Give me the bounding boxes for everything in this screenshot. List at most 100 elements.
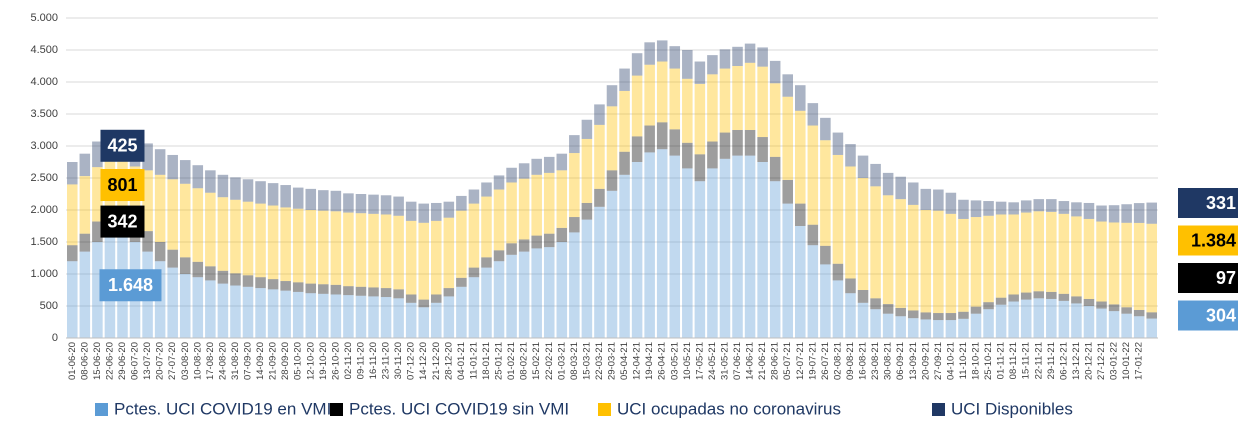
bar-segment: [832, 263, 844, 281]
bar-segment: [845, 166, 856, 279]
bar-segment: [870, 309, 881, 338]
x-tick-label: 13-09-21: [908, 342, 919, 380]
bar-segment: [995, 297, 1007, 305]
bar-segment: [230, 199, 241, 274]
bar-segment: [154, 174, 166, 242]
bar-segment: [669, 155, 681, 338]
bar-segment: [945, 213, 957, 314]
bar-segment: [531, 174, 542, 236]
y-tick-label: 2.500: [30, 172, 58, 184]
bar-segment: [280, 185, 291, 208]
bar-segment: [895, 307, 906, 317]
x-tick-label: 27-12-21: [1096, 342, 1107, 380]
bar-segment: [280, 281, 291, 291]
bar-segment: [255, 181, 266, 204]
bar-segment: [205, 266, 216, 281]
bar-segment: [393, 289, 404, 299]
bar-segment: [795, 203, 806, 226]
bar-segment: [820, 140, 831, 246]
x-tick-label: 19-04-21: [644, 342, 655, 380]
bar-segment: [368, 213, 379, 288]
bar-segment: [1058, 300, 1070, 338]
x-tick-label: 17-05-21: [694, 342, 705, 380]
x-tick-label: 08-02-21: [519, 342, 530, 380]
bar-segment: [292, 291, 304, 338]
bar-segment: [707, 55, 718, 75]
bar-segment: [1033, 199, 1045, 212]
bar-segment: [857, 155, 869, 178]
x-tick-label: 30-11-20: [393, 342, 404, 379]
bar-segment: [531, 248, 542, 338]
bar-segment: [79, 176, 91, 234]
bar-segment: [242, 275, 254, 287]
x-tick-label: 01-06-20: [67, 342, 78, 380]
bar-segment: [782, 203, 793, 338]
bar-segment: [1108, 205, 1120, 223]
bar-segment: [644, 64, 655, 126]
x-tick-label: 12-10-20: [305, 342, 316, 380]
bar-segment: [581, 219, 593, 338]
bar-segment: [1058, 293, 1070, 301]
bar-segment: [744, 62, 756, 130]
bar-segment: [205, 192, 216, 267]
bar-segment: [958, 311, 969, 319]
bar-segment: [1058, 213, 1070, 294]
bar-segment: [192, 188, 204, 262]
y-tick-label: 5.000: [30, 12, 58, 24]
x-tick-label: 27-09-21: [933, 342, 944, 380]
x-tick-label: 02-08-21: [832, 342, 843, 380]
callout-label: 1.384: [1191, 230, 1236, 250]
y-tick-label: 0: [52, 332, 58, 344]
bar-segment: [242, 179, 254, 202]
x-tick-label: 18-01-21: [481, 342, 492, 380]
bar-segment: [832, 132, 844, 155]
bar-segment: [1071, 303, 1082, 338]
bar-segment: [983, 215, 994, 303]
bar-segment: [230, 177, 241, 200]
bar-segment: [217, 283, 229, 338]
callout-label: 304: [1206, 305, 1236, 325]
bar-segment: [1020, 299, 1032, 338]
x-tick-label: 07-06-21: [732, 342, 743, 380]
bar-segment: [1121, 307, 1132, 314]
bar-segment: [832, 280, 844, 338]
bar-segment: [619, 151, 630, 175]
bar-segment: [782, 179, 793, 204]
bar-segment: [782, 74, 793, 97]
bar-segment: [380, 297, 392, 338]
x-tick-label: 24-08-20: [217, 342, 228, 380]
bar-segment: [1096, 221, 1107, 302]
bar-segment: [1046, 211, 1057, 292]
y-tick-label: 2.000: [30, 204, 58, 216]
bar-segment: [644, 125, 655, 153]
bar-segment: [418, 307, 429, 338]
x-tick-label: 03-05-21: [669, 342, 680, 380]
bar-segment: [393, 215, 404, 290]
x-tick-label: 03-08-20: [180, 342, 191, 380]
bar-segment: [255, 203, 266, 278]
bar-segment: [682, 78, 693, 143]
bar-segment: [230, 285, 241, 338]
bar-segment: [744, 155, 756, 338]
x-tick-label: 18-10-21: [971, 342, 982, 380]
bar-segment: [431, 220, 442, 295]
bar-segment: [1146, 223, 1157, 313]
bar-segment: [782, 96, 793, 180]
bar-segment: [267, 289, 279, 338]
x-tick-label: 08-11-21: [1008, 342, 1019, 379]
bar-segment: [292, 208, 304, 283]
bar-segment: [1096, 301, 1107, 309]
bar-segment: [142, 143, 153, 171]
x-tick-label: 04-01-21: [456, 342, 467, 380]
bar-segment: [1146, 202, 1157, 224]
bar-segment: [179, 160, 191, 184]
x-tick-label: 26-04-21: [657, 342, 668, 380]
bar-segment: [217, 174, 229, 198]
bar-segment: [895, 176, 906, 200]
bar-segment: [920, 210, 932, 313]
bar-segment: [305, 210, 317, 284]
bar-segment: [845, 144, 856, 167]
x-tick-label: 24-05-21: [707, 342, 718, 380]
y-tick-label: 3.000: [30, 140, 58, 152]
bar-segment: [1083, 202, 1095, 219]
